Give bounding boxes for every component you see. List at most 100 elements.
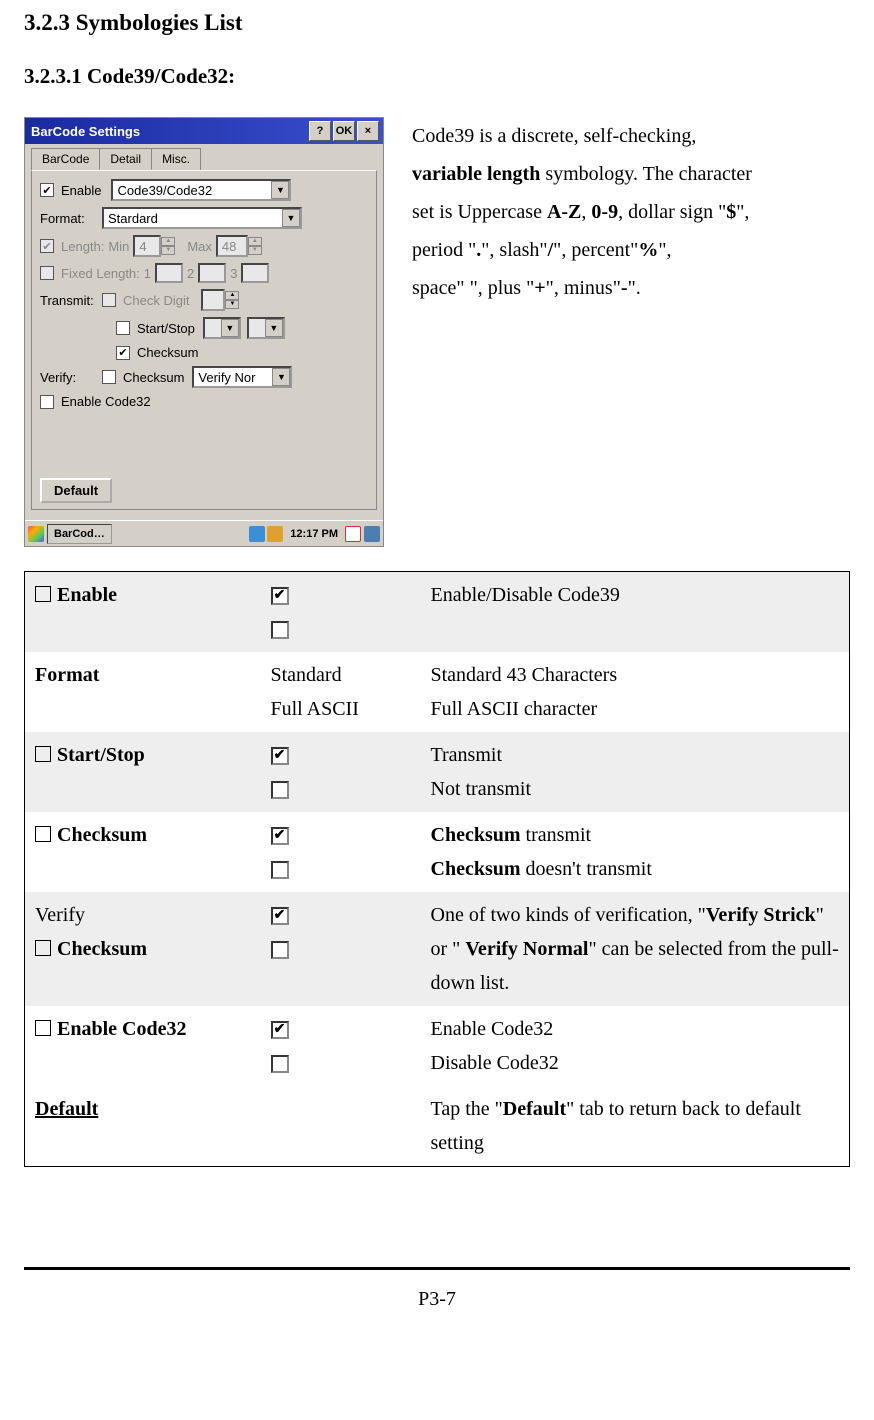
desc-bold: + [534, 277, 545, 299]
unchecked-icon [271, 781, 289, 799]
options-table: Enable✔Enable/Disable Code39FormatStanda… [24, 571, 850, 1167]
unchecked-icon [271, 861, 289, 879]
tray-icon[interactable] [364, 526, 380, 542]
option-desc-cell: Enable/Disable Code39 [421, 572, 850, 653]
fl3-input [241, 263, 269, 283]
clock: 12:17 PM [290, 528, 338, 540]
option-name-cell: Format [25, 652, 261, 732]
option-name-cell: Default [25, 1086, 261, 1167]
option-value-cell: ✔ [261, 892, 421, 1006]
desc-line: ", slash" [481, 239, 547, 261]
desc-line: , [581, 201, 591, 223]
verify-checksum-checkbox[interactable] [102, 370, 116, 384]
check-digit-checkbox [102, 293, 116, 307]
checked-icon: ✔ [271, 907, 289, 925]
max-spinner: 48 ▲▼ [216, 235, 262, 257]
desc-bold: $ [726, 201, 736, 223]
taskbar: BarCod… 12:17 PM [25, 520, 383, 546]
verify-combo[interactable]: Verify Nor ▼ [192, 366, 292, 388]
table-row: Checksum✔Checksum transmitChecksum doesn… [25, 812, 850, 892]
option-desc-cell: One of two kinds of verification, "Verif… [421, 892, 850, 1006]
length-checkbox: ✔ [40, 239, 54, 253]
option-desc-cell: Checksum transmitChecksum doesn't transm… [421, 812, 850, 892]
checked-icon: ✔ [271, 587, 289, 605]
format-label: Format: [40, 211, 98, 226]
desc-line: ", [736, 201, 749, 223]
option-desc-cell: Enable Code32Disable Code32 [421, 1006, 850, 1086]
desc-bold: % [638, 239, 658, 261]
desc-line: ", percent" [553, 239, 638, 261]
max-label: Max [187, 239, 212, 254]
desc-line: ", [658, 239, 671, 261]
table-row: Start/Stop✔TransmitNot transmit [25, 732, 850, 812]
chevron-down-icon: ▼ [271, 181, 289, 199]
symbology-combo[interactable]: Code39/Code32 ▼ [111, 179, 291, 201]
table-row: DefaultTap the "Default" tab to return b… [25, 1086, 850, 1167]
stop-combo: ▼ [247, 317, 285, 339]
verify-value: Verify Nor [198, 370, 255, 385]
desc-bold: - [621, 277, 628, 299]
checkbox-icon [35, 586, 51, 602]
tray-icon[interactable] [345, 526, 361, 542]
min-spinner: 4 ▲▼ [133, 235, 175, 257]
option-value-cell: ✔ [261, 572, 421, 653]
fl3-label: 3 [230, 266, 237, 281]
min-value: 4 [133, 235, 161, 257]
desc-bold: A-Z [547, 201, 581, 223]
verify-label: Verify: [40, 370, 98, 385]
fixed-length-label: Fixed Length: [61, 266, 140, 281]
desc-line: ". [628, 277, 641, 299]
format-combo[interactable]: Stardard ▼ [102, 207, 302, 229]
description-text: Code39 is a discrete, self-checking, var… [412, 117, 850, 547]
checkbox-icon [35, 746, 51, 762]
checkbox-icon [35, 1020, 51, 1036]
tab-misc[interactable]: Misc. [151, 148, 201, 170]
chevron-down-icon: ▼ [221, 319, 239, 337]
desc-line: period " [412, 239, 476, 261]
ok-button[interactable]: OK [333, 121, 355, 141]
tab-detail[interactable]: Detail [99, 148, 152, 170]
option-name-cell: Enable Code32 [25, 1006, 261, 1086]
transmit-label: Transmit: [40, 293, 98, 308]
tray-icon[interactable] [267, 526, 283, 542]
help-button[interactable]: ? [309, 121, 331, 141]
detail-panel: ✔ Enable Code39/Code32 ▼ Format: Stardar… [31, 170, 377, 510]
taskbar-app-button[interactable]: BarCod… [47, 524, 112, 544]
desc-line: Code39 is a discrete, self-checking, [412, 125, 696, 147]
desc-bold: variable length [412, 163, 540, 185]
checked-icon: ✔ [271, 747, 289, 765]
enable-code32-checkbox[interactable] [40, 395, 54, 409]
section-heading: 3.2.3 Symbologies List [24, 10, 850, 36]
option-name-cell: Start/Stop [25, 732, 261, 812]
desc-line: symbology. The character [540, 163, 752, 185]
start-stop-label: Start/Stop [137, 321, 195, 336]
transmit-checksum-label: Checksum [137, 345, 198, 360]
option-value-cell [261, 1086, 421, 1167]
option-value-cell: ✔ [261, 812, 421, 892]
option-value-cell: ✔ [261, 732, 421, 812]
enable-checkbox[interactable]: ✔ [40, 183, 54, 197]
fl2-input [198, 263, 226, 283]
min-label: Min [108, 239, 129, 254]
start-combo: ▼ [203, 317, 241, 339]
verify-checksum-label: Checksum [123, 370, 184, 385]
max-value: 48 [216, 235, 248, 257]
tab-barcode[interactable]: BarCode [31, 148, 100, 170]
desc-bold: 0-9 [591, 201, 618, 223]
checkbox-icon [35, 826, 51, 842]
desc-line: ", minus" [546, 277, 621, 299]
default-button[interactable]: Default [40, 478, 112, 503]
unchecked-icon [271, 941, 289, 959]
fl1-label: 1 [144, 266, 151, 281]
transmit-checksum-checkbox[interactable]: ✔ [116, 346, 130, 360]
tray-icons [249, 526, 283, 542]
length-label: Length: [61, 239, 104, 254]
checked-icon: ✔ [271, 1021, 289, 1039]
start-stop-checkbox[interactable] [116, 321, 130, 335]
page-number: P3-7 [24, 1288, 850, 1311]
start-icon[interactable] [28, 526, 44, 542]
tray-icon[interactable] [249, 526, 265, 542]
fl2-label: 2 [187, 266, 194, 281]
chevron-down-icon: ▼ [265, 319, 283, 337]
close-button[interactable]: × [357, 121, 379, 141]
